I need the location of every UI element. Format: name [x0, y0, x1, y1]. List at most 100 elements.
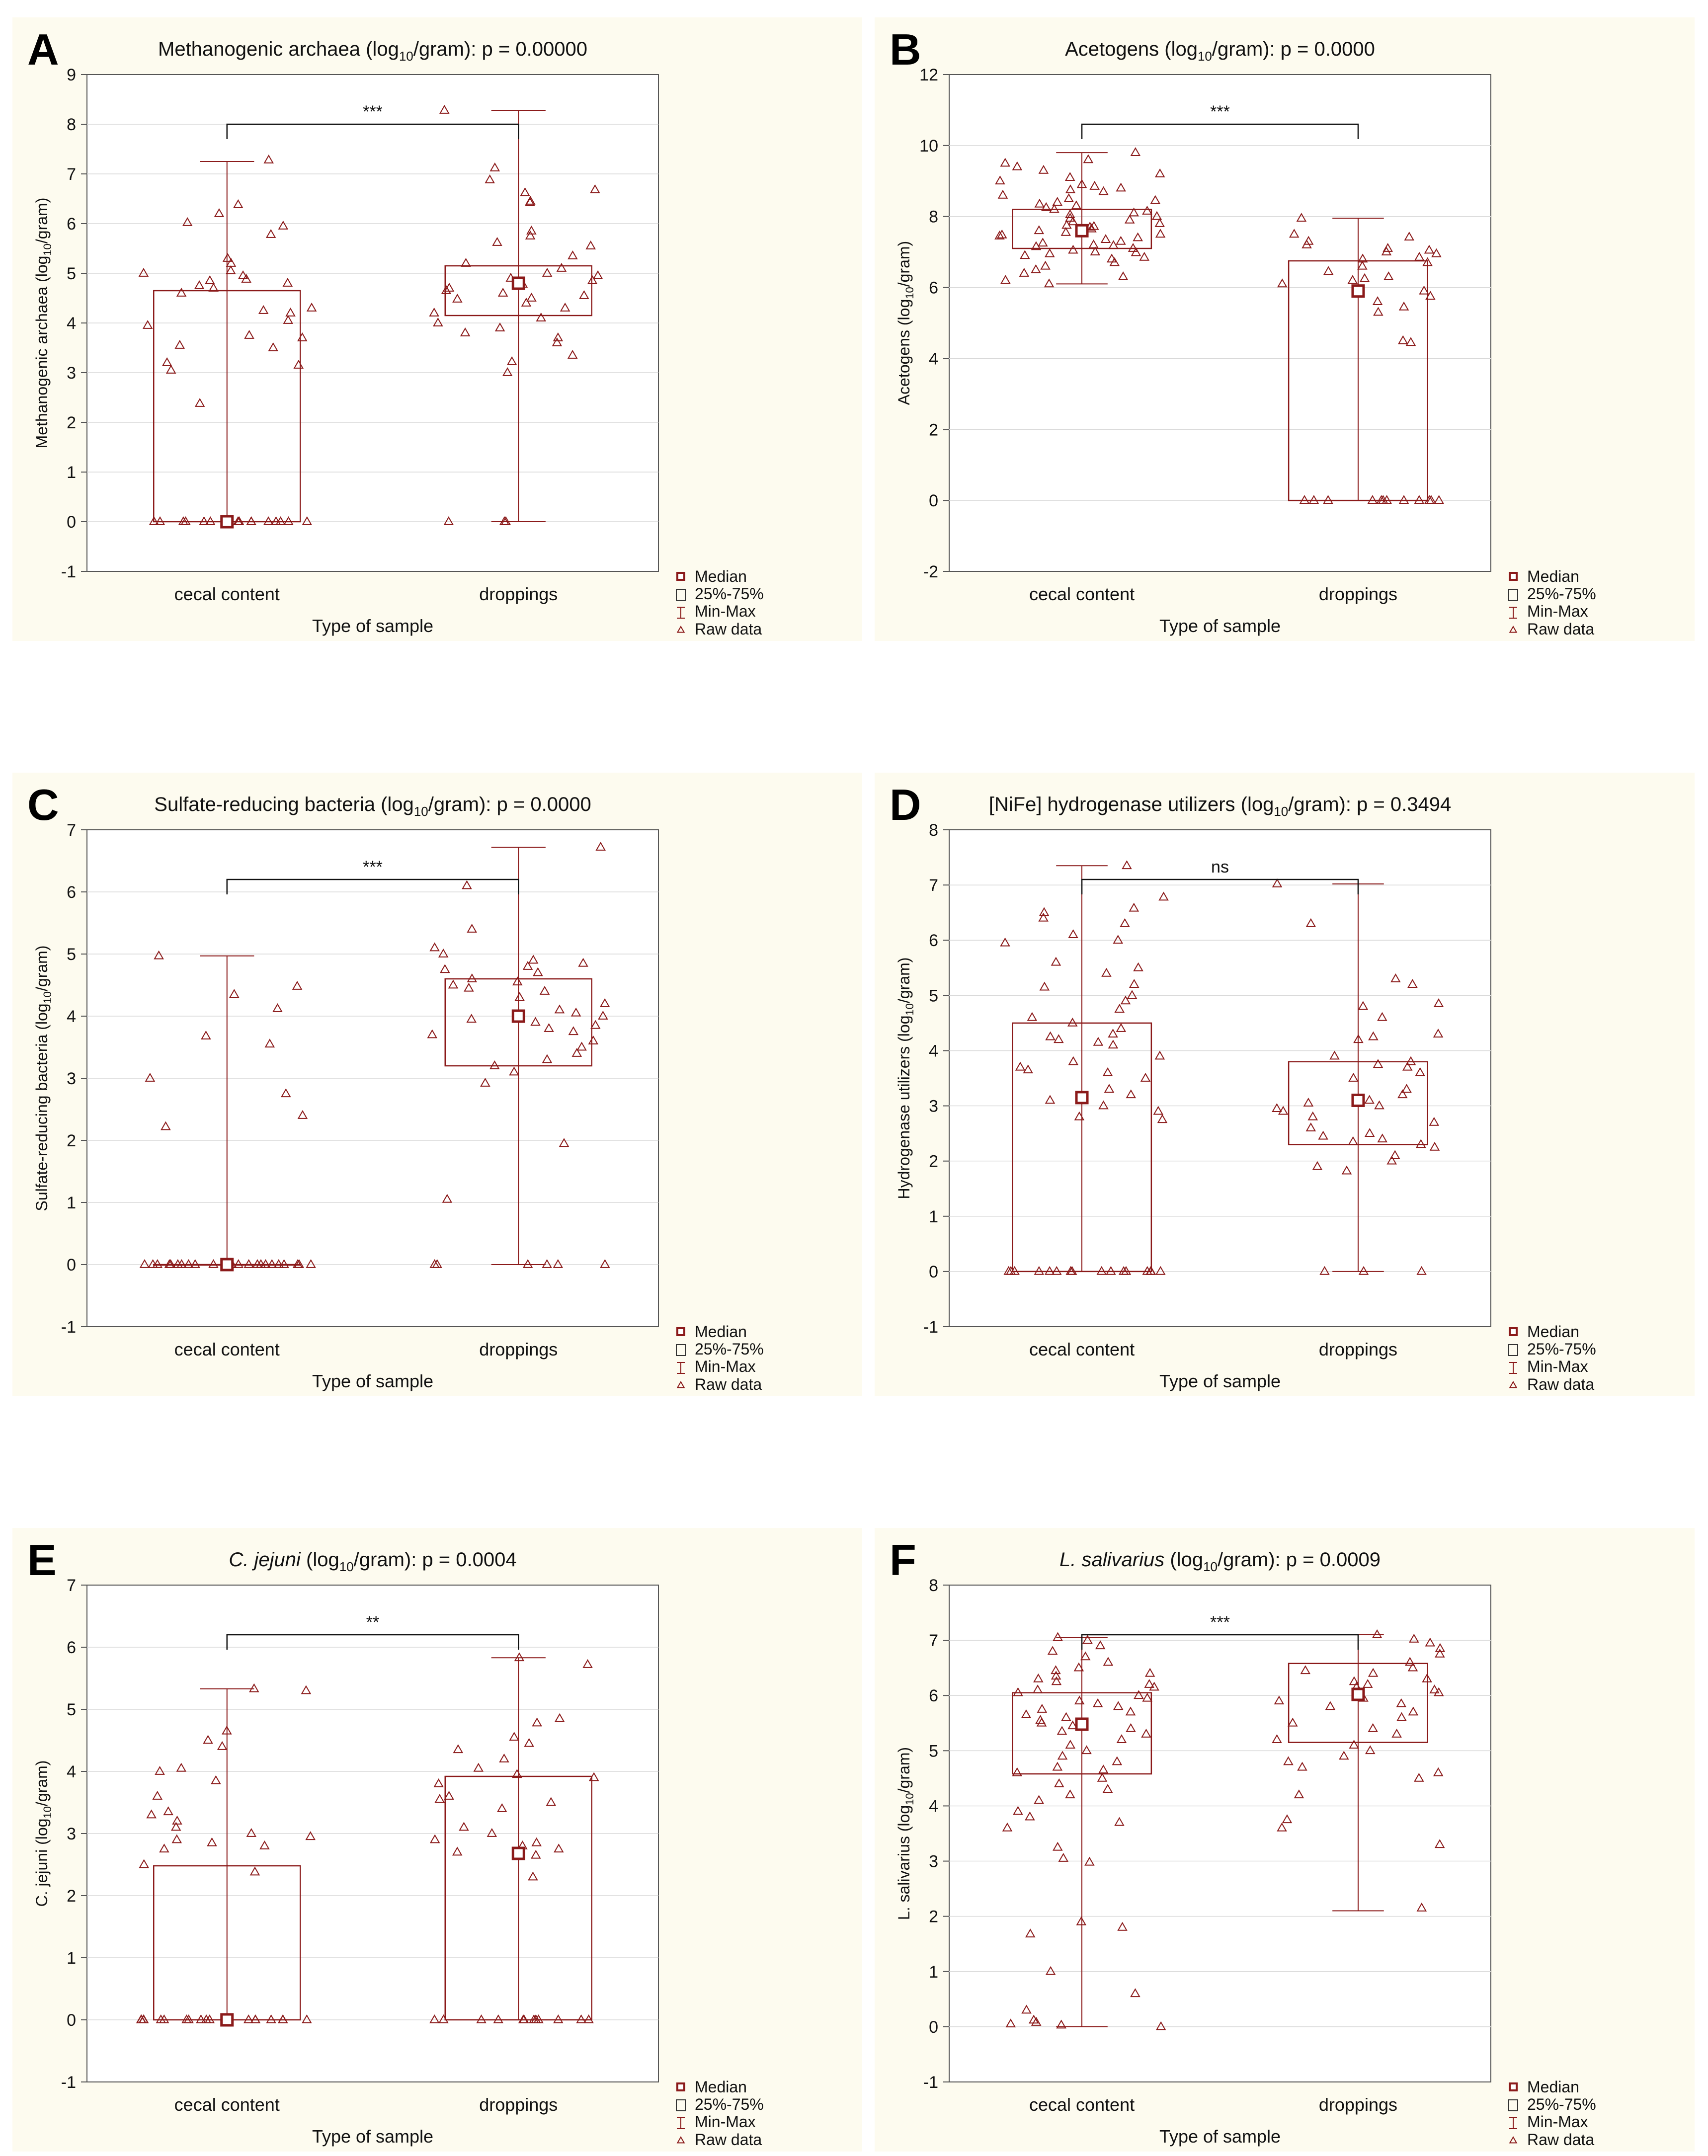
y-tick-label: 1	[929, 1963, 938, 1982]
raw-data-point	[531, 1837, 542, 1846]
raw-data-point	[493, 2014, 504, 2023]
raw-data-point	[281, 1088, 291, 1098]
raw-data-point	[214, 208, 225, 217]
raw-data-point	[1036, 1717, 1047, 1727]
raw-data-point	[1376, 495, 1386, 504]
group-cecal-content: cecal content	[1000, 860, 1169, 1359]
x-tick-label: cecal content	[174, 584, 280, 604]
raw-data-point	[1002, 1822, 1013, 1832]
y-tick-label: 8	[929, 821, 938, 840]
raw-data-point	[1076, 179, 1087, 188]
raw-data-point	[521, 297, 532, 307]
raw-data-point	[1414, 1772, 1424, 1782]
y-tick-label: -1	[923, 1318, 938, 1337]
raw-data-point	[1102, 1784, 1113, 1793]
raw-data-point	[1124, 214, 1135, 224]
chart-title: [NiFe] hydrogenase utilizers (log10/gram…	[989, 794, 1451, 819]
panel-letter: F	[890, 1535, 916, 1585]
raw-data-point	[1034, 225, 1045, 235]
raw-data-point	[1404, 232, 1415, 240]
raw-data-point	[1288, 1717, 1298, 1727]
raw-data-point	[1434, 1839, 1445, 1848]
raw-data-point	[1404, 1657, 1415, 1666]
raw-data-point	[1308, 495, 1319, 504]
plot-area	[949, 1585, 1491, 2082]
y-tick-label: 0	[929, 2018, 938, 2037]
raw-data-point	[600, 1259, 610, 1268]
raw-data-point	[1341, 1165, 1352, 1175]
raw-data-point	[506, 356, 517, 365]
raw-data-point	[556, 262, 567, 272]
plot-area	[949, 829, 1491, 1327]
raw-data-point	[1037, 1703, 1048, 1713]
raw-data-point	[1038, 164, 1049, 174]
raw-data-point	[1398, 301, 1409, 311]
raw-data-point	[590, 1020, 601, 1029]
raw-data-point	[1142, 1692, 1152, 1702]
panel-d: D -1 0 1 2 3 4 5 6 7 8 [NiFe] hydrogenase utilizers…	[875, 773, 1695, 1396]
raw-data-point	[1039, 981, 1050, 991]
raw-data-point	[1114, 1004, 1125, 1013]
raw-data-point	[568, 1026, 579, 1036]
raw-data-point	[1092, 1698, 1103, 1707]
x-tick-label: droppings	[1319, 2094, 1397, 2115]
raw-data-point	[429, 942, 440, 952]
raw-data-point	[1402, 1061, 1413, 1071]
significance-label: ***	[363, 102, 383, 121]
raw-data-point	[1021, 1709, 1032, 1718]
raw-data-point	[1391, 1728, 1402, 1738]
raw-data-point	[1277, 278, 1288, 288]
raw-data-point	[1303, 1097, 1314, 1107]
raw-data-point	[1051, 1266, 1062, 1275]
x-tick-label: cecal content	[1029, 1339, 1135, 1359]
raw-data-point	[448, 979, 459, 989]
x-tick-label: cecal content	[1029, 584, 1135, 604]
raw-data-point	[452, 293, 463, 303]
y-tick-label: 7	[67, 165, 76, 184]
y-tick-label: -2	[923, 562, 938, 581]
y-tick-label: 8	[67, 115, 76, 134]
raw-data-point	[1383, 271, 1394, 280]
raw-data-point	[1297, 1761, 1307, 1771]
chart-title: Sulfate-reducing bacteria (log10/gram): …	[154, 794, 591, 819]
raw-data-point	[282, 277, 293, 287]
y-axis-label: Hydrogenase utilizers (log10/gram)	[895, 958, 916, 1199]
raw-data-point	[148, 1259, 158, 1268]
raw-data-point	[302, 2014, 312, 2023]
group-droppings: droppings	[427, 841, 610, 1359]
plot-area	[949, 74, 1491, 572]
raw-data-point	[542, 1054, 553, 1063]
raw-data-point	[1005, 1266, 1016, 1275]
x-tick-label: droppings	[1319, 584, 1397, 604]
raw-data-point	[1131, 247, 1141, 256]
raw-data-point	[464, 982, 474, 992]
raw-data-point	[1097, 1772, 1108, 1782]
legend-range-icon	[1509, 1362, 1517, 1374]
raw-data-point	[233, 1259, 244, 1268]
raw-data-point	[248, 1683, 259, 1692]
raw-data-point	[1120, 918, 1130, 927]
raw-data-point	[174, 339, 185, 349]
legend-median-label: Median	[1527, 2078, 1579, 2096]
raw-data-point	[466, 1014, 477, 1023]
raw-data-point	[1396, 1698, 1407, 1707]
y-tick-label: 7	[929, 1631, 938, 1650]
raw-data-point	[1052, 197, 1063, 206]
raw-data-point	[138, 2014, 149, 2023]
raw-data-point	[305, 1831, 316, 1840]
raw-data-point	[302, 516, 313, 525]
raw-data-point	[429, 2014, 440, 2023]
raw-data-point	[1095, 1640, 1106, 1650]
raw-data-point	[1397, 335, 1408, 344]
raw-data-point	[292, 980, 303, 990]
legend-range-label: Min-Max	[1527, 602, 1588, 620]
raw-data-point	[509, 1732, 519, 1741]
iqr-box	[444, 1775, 592, 2021]
legend-raw-label: Raw data	[695, 2131, 762, 2149]
raw-data-point	[1034, 198, 1045, 208]
panel-letter: C	[27, 780, 59, 829]
y-axis-label: C. jejuni (log10/gram)	[33, 1760, 54, 1907]
y-axis-label: Sulfate-reducing bacteria (log10/gram)	[33, 946, 54, 1211]
raw-data-point	[1349, 1676, 1360, 1685]
